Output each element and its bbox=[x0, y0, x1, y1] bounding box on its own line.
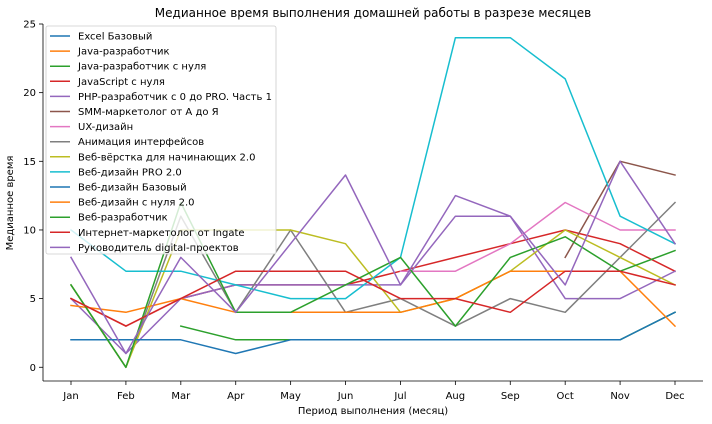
series-line bbox=[179, 311, 677, 341]
y-axis-label: Медианное время bbox=[5, 156, 16, 251]
x-axis-label: Период выполнения (месяц) bbox=[298, 406, 448, 417]
legend-entry: Веб-вёрстка для начинающих 2.0 bbox=[78, 152, 255, 163]
x-axis-ticks: Jan Feb Mar Apr May Jun Jul Aug Sep Oct Nov Dec bbox=[62, 381, 685, 402]
x-tick-label: Jul bbox=[393, 391, 406, 402]
y-tick-label: 10 bbox=[23, 225, 36, 236]
y-axis-ticks: 0 5 10 15 20 25 bbox=[23, 20, 43, 374]
x-tick-label: Jun bbox=[337, 391, 354, 402]
legend: Excel Базовый Java-разработчик Java-разраб… bbox=[45, 25, 277, 255]
legend-entry: Веб-дизайн PRO 2.0 bbox=[78, 167, 182, 178]
x-tick-label: Sep bbox=[501, 391, 520, 402]
x-tick-label: Nov bbox=[610, 391, 630, 402]
x-tick-label: Jan bbox=[62, 391, 78, 402]
x-tick-label: May bbox=[280, 391, 301, 402]
x-tick-label: Oct bbox=[557, 391, 574, 402]
x-tick-label: Apr bbox=[227, 391, 245, 402]
legend-entry: Java-разработчик с нуля bbox=[77, 62, 206, 73]
legend-entry: Веб-дизайн Базовый bbox=[78, 183, 187, 194]
y-tick-label: 15 bbox=[23, 157, 36, 168]
x-tick-label: Dec bbox=[665, 391, 684, 402]
y-tick-label: 0 bbox=[30, 363, 36, 374]
series-line bbox=[69, 36, 677, 300]
plot-area: 0 5 10 15 20 25 Jan Feb Mar Apr May Jun Jul Aug Sep Oc… bbox=[23, 20, 703, 402]
y-tick-label: 25 bbox=[23, 20, 36, 31]
series-line bbox=[69, 160, 677, 355]
x-tick-label: Mar bbox=[171, 391, 191, 402]
x-tick-label: Feb bbox=[117, 391, 135, 402]
legend-entry: Анимация интерфейсов bbox=[78, 137, 204, 148]
legend-entry: PHP-разработчик с 0 до PRO. Часть 1 bbox=[78, 92, 272, 103]
legend-entry: SMM-маркетолог от А до Я bbox=[78, 107, 219, 118]
series-lines bbox=[69, 36, 677, 369]
y-tick-label: 20 bbox=[23, 88, 36, 99]
legend-entry: Интернет-маркетолог от Ingate bbox=[78, 228, 245, 239]
series-line bbox=[69, 270, 676, 327]
legend-entry: Руководитель digital-проектов bbox=[78, 243, 239, 254]
series-line bbox=[70, 311, 677, 355]
legend-entry: JavaScript с нуля bbox=[77, 77, 165, 88]
legend-box bbox=[45, 25, 277, 255]
series-line bbox=[399, 201, 676, 272]
legend-entry: Java-разработчик bbox=[77, 47, 170, 58]
legend-entry: Веб-дизайн с нуля 2.0 bbox=[78, 198, 194, 209]
legend-entry: Excel Базовый bbox=[78, 32, 152, 43]
x-tick-label: Aug bbox=[446, 391, 466, 402]
legend-entry: Веб-разработчик bbox=[78, 213, 168, 224]
legend-entry: UX-дизайн bbox=[78, 122, 133, 133]
y-tick-label: 5 bbox=[30, 294, 36, 305]
chart-title: Медианное время выполнения домашней рабо… bbox=[155, 6, 591, 20]
